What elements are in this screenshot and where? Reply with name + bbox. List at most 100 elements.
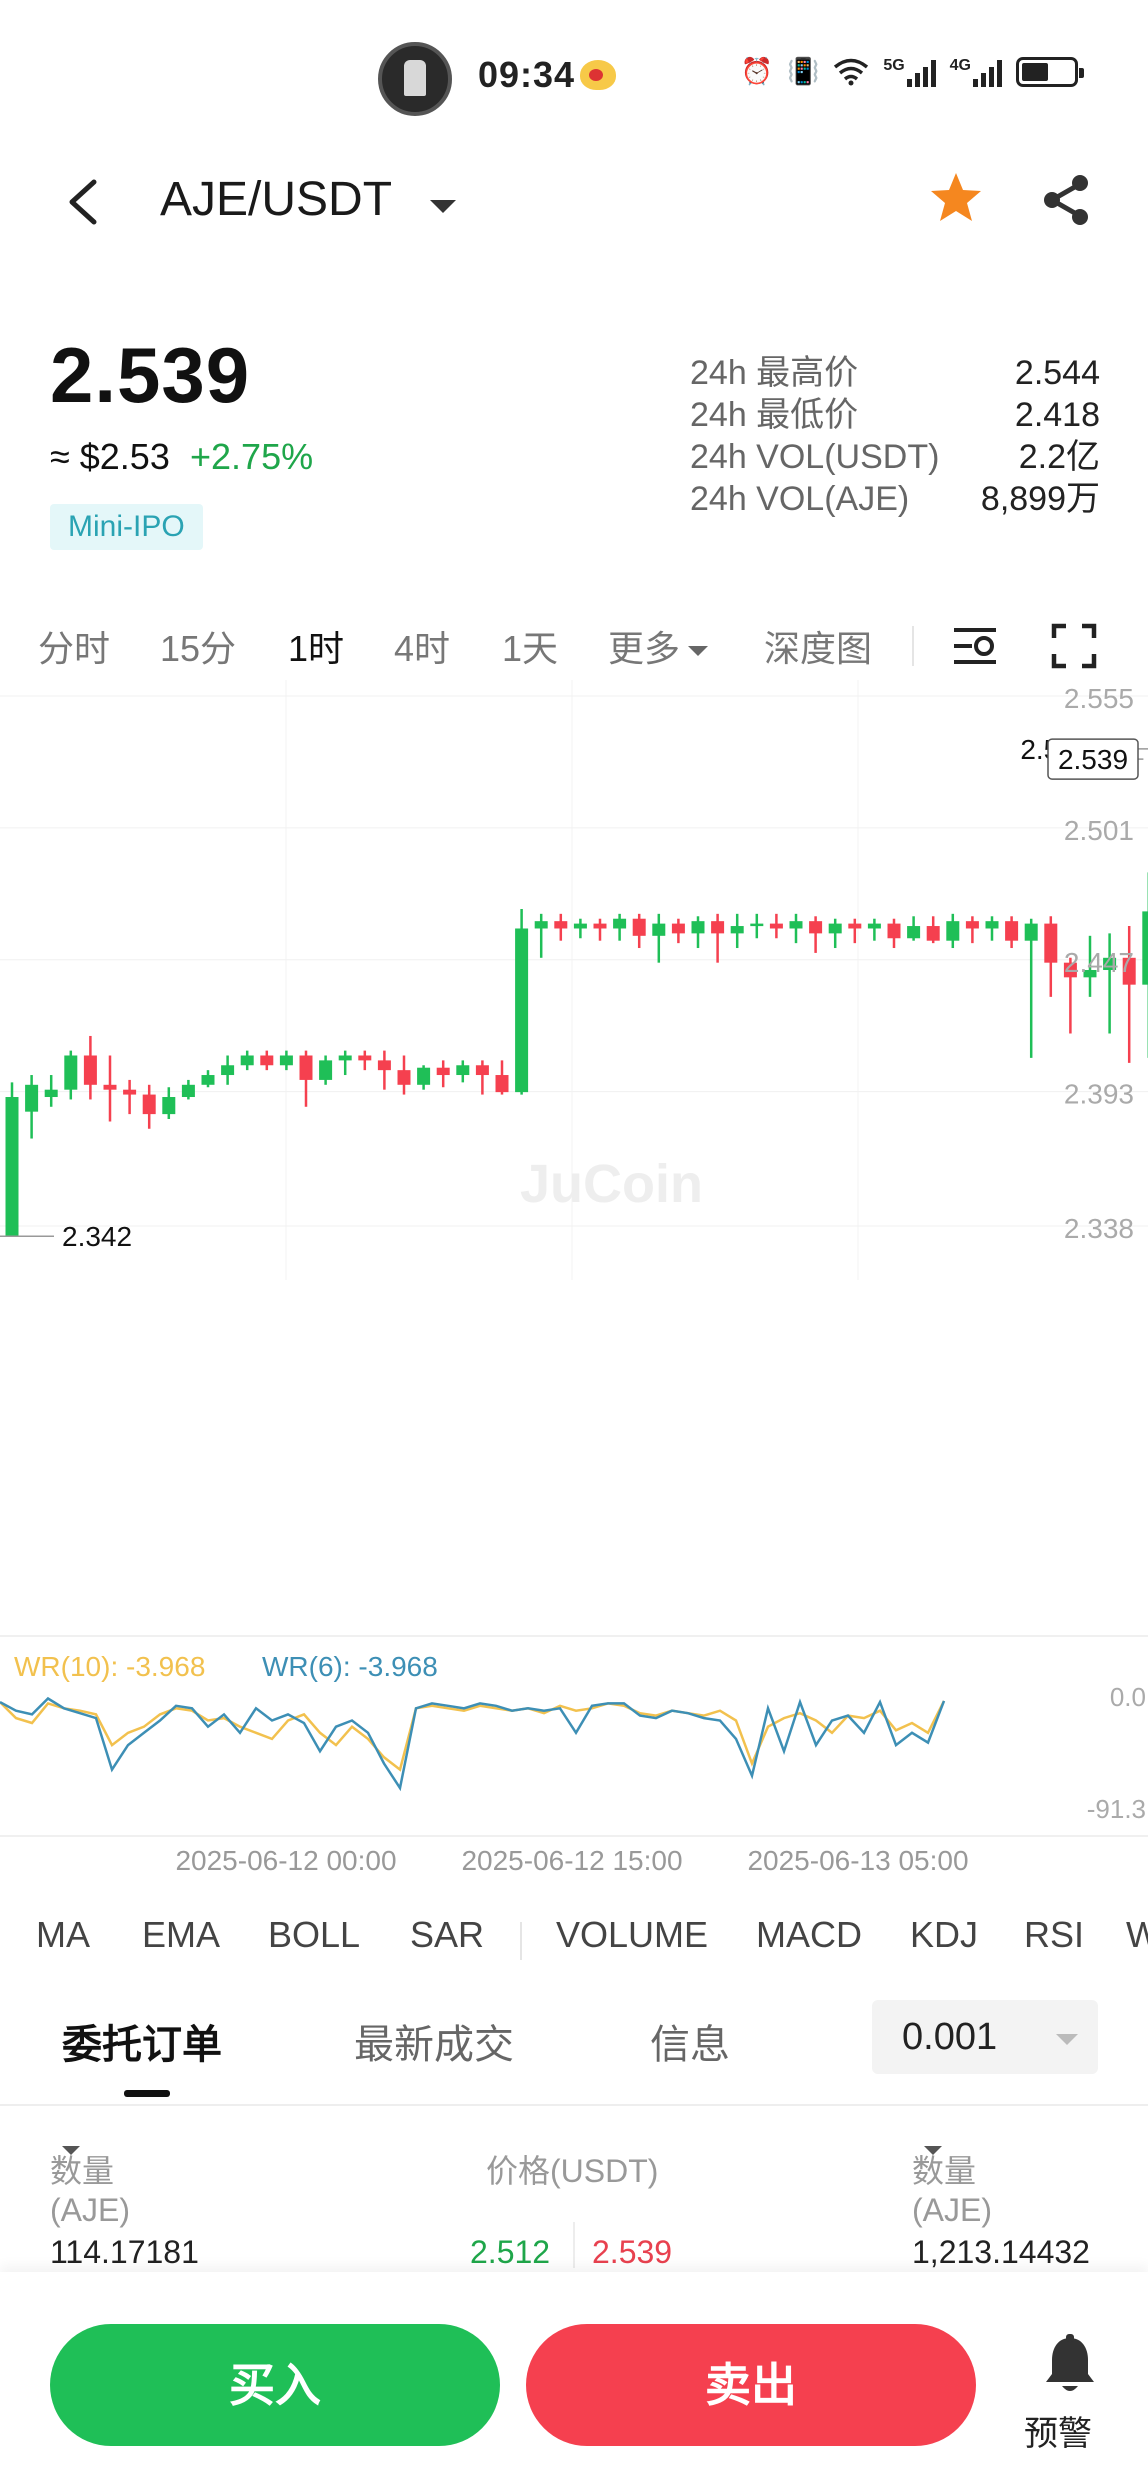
indicator-bar: MA EMA BOLL SAR VOLUME MACD KDJ RSI W: [0, 1906, 1148, 1966]
tab-time-share[interactable]: 分时: [38, 628, 111, 669]
tab-1d[interactable]: 1天: [502, 628, 559, 669]
price-tick-label: 2.555: [1064, 683, 1134, 714]
candle-body: [1024, 923, 1038, 941]
tab-4h[interactable]: 4时: [394, 628, 451, 669]
stat-label: 24h VOL(USDT): [690, 438, 940, 476]
candle-body: [534, 921, 548, 929]
candle-body: [750, 923, 764, 927]
wr10-line: [0, 1700, 946, 1772]
indicator-wr[interactable]: W: [1126, 1914, 1148, 1955]
price-tick-label: 2.338: [1064, 1213, 1134, 1244]
signal-4g-label: 4G: [949, 56, 971, 74]
indicator-kdj[interactable]: KDJ: [910, 1914, 979, 1955]
price-tick-label: 2.447: [1064, 947, 1134, 978]
low-price-label: 2.342: [62, 1221, 132, 1252]
chart-grid: [0, 680, 1148, 1837]
precision-value: 0.001: [902, 2016, 998, 2058]
candle-body: [691, 921, 705, 934]
stat-value: 2.544: [1014, 354, 1100, 392]
wr-tick-label: -91.3: [1087, 1794, 1146, 1824]
candle-body: [926, 926, 940, 941]
candle-body: [1063, 962, 1077, 978]
buy-button[interactable]: 买入: [50, 2324, 500, 2446]
candle-body: [240, 1055, 254, 1066]
candle-body: [25, 1084, 39, 1112]
fullscreen-icon[interactable]: [1050, 622, 1098, 670]
tab-15m[interactable]: 15分: [160, 628, 237, 669]
alarm-icon: ⏰: [740, 56, 773, 86]
section-divider: [0, 2104, 1148, 2106]
orderbook-row[interactable]: 114.17181 2.512 2.539 1,213.14432: [0, 2234, 1148, 2284]
signal-4g: 4G: [950, 57, 1002, 87]
share-icon[interactable]: [1038, 172, 1094, 228]
indicator-sar[interactable]: SAR: [410, 1914, 485, 1955]
indicator-volume[interactable]: VOLUME: [556, 1914, 709, 1955]
candle-body: [515, 928, 529, 1093]
candle-body: [1122, 957, 1136, 985]
tab-depth[interactable]: 深度图: [764, 628, 873, 669]
back-arrow-icon[interactable]: [64, 178, 104, 226]
stat-row-vol-usdt: 24h VOL(USDT) 2.2亿: [690, 436, 1100, 478]
indicator-ema[interactable]: EMA: [142, 1914, 221, 1955]
tab-1h[interactable]: 1时: [288, 628, 345, 669]
stat-label: 24h 最高价: [690, 354, 859, 392]
sell-button[interactable]: 卖出: [526, 2324, 976, 2446]
indicator-boll[interactable]: BOLL: [268, 1914, 361, 1955]
tab-info[interactable]: 信息: [650, 2023, 730, 2067]
candle-body: [201, 1075, 215, 1085]
indicator-divider: [520, 1922, 522, 1960]
favorite-star-icon[interactable]: [928, 170, 984, 226]
price-alert-button[interactable]: 预警: [1016, 2324, 1126, 2464]
vibrate-icon: 📳: [786, 56, 820, 86]
tab-more[interactable]: 更多: [608, 620, 709, 672]
status-bar: 09:34 ⏰ 📳 5G 4G: [0, 0, 1148, 150]
precision-select[interactable]: 0.001: [872, 2000, 1098, 2074]
candle-body: [495, 1075, 509, 1093]
approx-usd-price: ≈ $2.53: [50, 436, 170, 477]
wr-indicator: WR(10): -3.968 WR(6): -3.968 0.0 -91.3: [0, 1651, 1146, 1824]
candle-body: [64, 1055, 78, 1090]
price-alert-label: 预警: [1024, 2415, 1092, 2453]
active-tab-indicator: [124, 2090, 170, 2097]
candle-body: [338, 1055, 352, 1061]
indicator-macd[interactable]: MACD: [756, 1914, 862, 1955]
pair-dropdown-caret-icon[interactable]: [430, 200, 456, 213]
candle-body: [1083, 970, 1097, 978]
bid-qty-header-label: 数量(AJE): [50, 2153, 130, 2228]
candle-body: [103, 1084, 117, 1090]
time-tick-label: 2025-06-12 15:00: [461, 1845, 682, 1876]
tab-latest-trades[interactable]: 最新成交: [354, 2023, 514, 2067]
pair-title[interactable]: AJE/USDT: [160, 173, 393, 226]
mini-ipo-badge[interactable]: Mini-IPO: [50, 504, 203, 550]
last-price-label: 2.539: [1058, 744, 1128, 775]
candle-body: [1142, 911, 1148, 985]
bid-qty: 114.17181: [50, 2234, 199, 2270]
candle-body: [652, 923, 666, 936]
candle-body: [44, 1089, 58, 1098]
indicator-rsi[interactable]: RSI: [1024, 1914, 1085, 1955]
signal-5g-bars: [906, 57, 936, 87]
candle-body: [83, 1055, 97, 1085]
candle-body: [867, 923, 881, 929]
last-price: 2.539: [50, 331, 251, 419]
candle-body: [554, 921, 568, 929]
last-price-box: [1047, 738, 1139, 780]
interval-bar: 分时 15分 1时 4时 1天 更多 深度图: [0, 612, 1148, 676]
order-tabs: 委托订单 最新成交 信息 0.001: [0, 1996, 1148, 2106]
candle-body: [181, 1084, 195, 1098]
candle-body: [475, 1065, 489, 1076]
tab-open-orders[interactable]: 委托订单: [62, 2023, 222, 2067]
candle-body: [613, 918, 627, 929]
candle-body: [279, 1055, 293, 1066]
divider: [912, 626, 914, 666]
candle-body: [221, 1065, 235, 1076]
more-caret-icon: [688, 646, 709, 657]
candle-body: [5, 1097, 19, 1237]
candle-body: [769, 923, 783, 929]
candle-body: [789, 921, 803, 929]
chart-settings-icon[interactable]: [950, 624, 1000, 668]
indicator-ma[interactable]: MA: [36, 1914, 90, 1955]
ask-qty: 1,213.14432: [912, 2234, 1090, 2270]
